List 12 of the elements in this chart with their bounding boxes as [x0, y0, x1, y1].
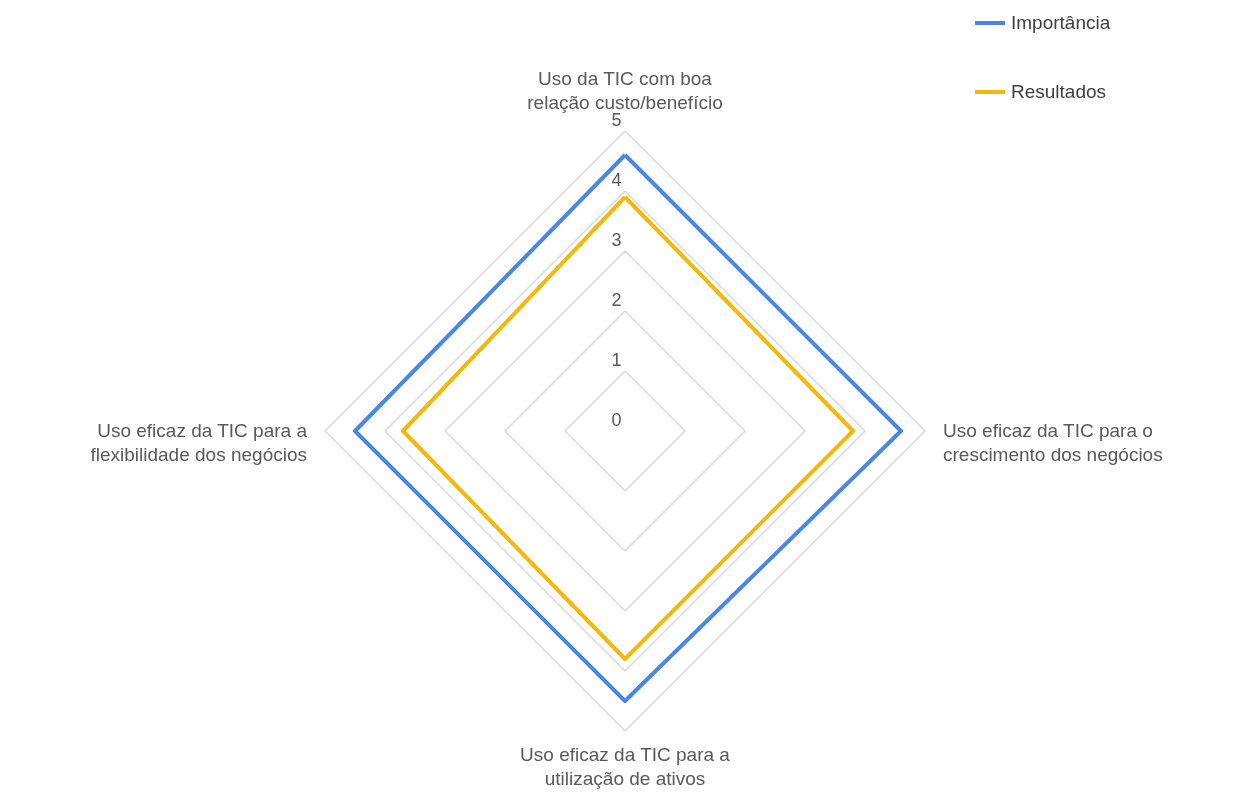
- y-tick-label: 2: [611, 290, 622, 310]
- legend-label: Resultados: [1011, 81, 1107, 102]
- y-tick-label: 1: [611, 350, 622, 370]
- legend-label: Importância: [1011, 12, 1111, 33]
- spoke-label: Uso da TIC com boa relação custo/benefício: [527, 68, 723, 113]
- spoke-label: Uso eficaz da TIC para a flexibilidade dos negócios: [90, 420, 308, 465]
- y-tick-label: 4: [611, 170, 622, 190]
- y-tick-label: 5: [611, 110, 622, 130]
- y-tick-label: 3: [611, 230, 622, 250]
- y-tick-label: 0: [611, 410, 622, 430]
- spoke-label: Uso eficaz da TIC para o crescimento dos negócios: [943, 420, 1163, 465]
- spoke-label: Uso eficaz da TIC para a utilização de ativos: [520, 744, 731, 789]
